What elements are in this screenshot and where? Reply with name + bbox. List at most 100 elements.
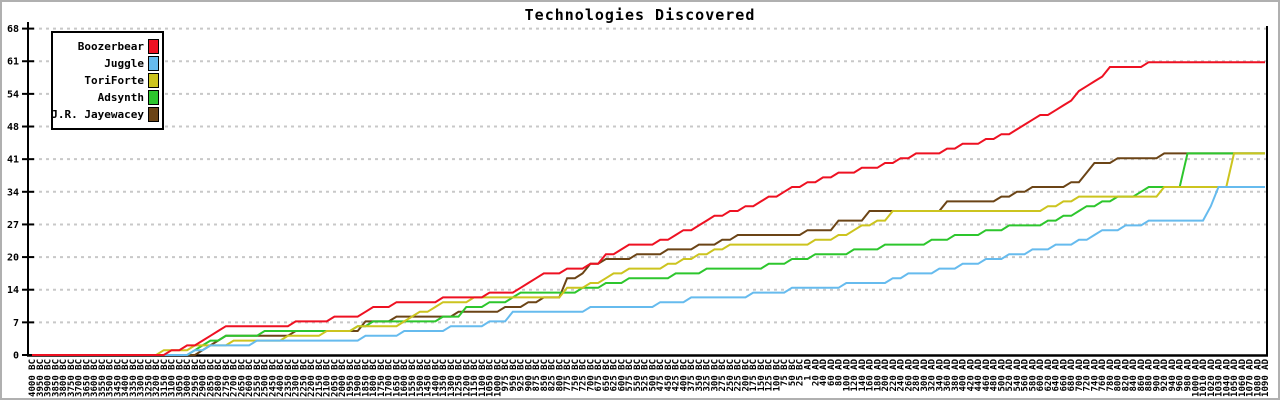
x-tick-label: 875 BC <box>532 359 542 392</box>
x-tick-label: 2500 BC <box>261 359 271 397</box>
x-tick-label: 540 AD <box>1013 358 1023 391</box>
x-tick-label: 2150 BC <box>315 359 325 397</box>
x-tick-label: 1850 BC <box>361 359 371 397</box>
x-tick-label: 650 BC <box>602 359 612 392</box>
x-tick-label: 420 AD <box>966 358 976 391</box>
x-tick-label: 1010 AD <box>1199 358 1209 397</box>
x-tick-label: 350 BC <box>695 359 705 392</box>
x-tick-label: 1900 BC <box>354 359 364 397</box>
x-tick-label: 475 BC <box>656 359 666 392</box>
x-tick-label: 325 BC <box>703 359 713 392</box>
x-tick-label: 380 AD <box>951 358 961 391</box>
x-tick-label: 400 BC <box>679 359 689 392</box>
x-tick-label: 880 AD <box>1145 358 1155 391</box>
x-tick-label: 1030 AD <box>1215 358 1225 397</box>
x-tick-label: 1650 BC <box>392 359 402 397</box>
y-tick-label: 0 <box>13 351 19 362</box>
x-tick-label: 825 BC <box>548 359 558 392</box>
x-tick-label: 50 BC <box>788 359 798 386</box>
x-tick-label: 900 AD <box>1152 358 1162 391</box>
y-tick-label: 54 <box>7 89 19 100</box>
x-tick-label: 1050 AD <box>1230 358 1240 397</box>
x-tick-label: 3550 BC <box>98 359 108 397</box>
series-line-juggle <box>32 186 1265 356</box>
x-tick-label: 2750 BC <box>222 359 232 397</box>
x-tick-label: 520 AD <box>1005 358 1015 391</box>
x-tick-label: 3700 BC <box>75 359 85 397</box>
legend-color-swatch-juggle <box>148 56 159 71</box>
x-tick-label: 300 AD <box>920 358 930 391</box>
x-tick-label: 1500 BC <box>416 359 426 397</box>
x-tick-label: 1090 AD <box>1261 358 1271 397</box>
legend-label: Juggle <box>104 57 144 70</box>
x-tick-label: 400 AD <box>959 358 969 391</box>
x-tick-label: 2850 BC <box>206 359 216 397</box>
x-tick-label: 1000 AD <box>1191 358 1201 397</box>
legend-label: ToriForte <box>84 74 144 87</box>
x-tick-label: 340 AD <box>935 358 945 391</box>
x-tick-label: 1350 BC <box>439 359 449 397</box>
series-line-j-r-jayewacey <box>32 152 1265 356</box>
x-tick-label: 2200 BC <box>307 359 317 397</box>
series-line-boozerbear <box>32 61 1265 356</box>
x-tick-label: 550 BC <box>633 359 643 392</box>
y-tick-label: 27 <box>7 220 19 231</box>
y-tick-label: 68 <box>7 24 19 35</box>
series-line-adsynth <box>32 152 1265 356</box>
x-tick-label: 525 BC <box>641 359 651 392</box>
legend-label: J.R. Jayewacey <box>51 108 144 121</box>
y-tick-label: 48 <box>7 122 19 133</box>
x-tick-label: 940 AD <box>1168 358 1178 391</box>
legend-item-toriforte: ToriForte <box>56 72 159 89</box>
x-tick-label: 480 AD <box>990 358 1000 391</box>
x-tick-label: 1750 BC <box>377 359 387 397</box>
x-tick-label: 1000 BC <box>493 359 503 397</box>
y-tick-label: 14 <box>7 285 19 296</box>
x-tick-label: 4000 BC <box>28 359 38 397</box>
x-tick-label: 775 BC <box>563 359 573 392</box>
x-tick-label: 3050 BC <box>175 359 185 397</box>
x-tick-label: 1950 BC <box>346 359 356 397</box>
x-tick-label: 1550 BC <box>408 359 418 397</box>
x-tick-label: 300 BC <box>710 359 720 392</box>
x-tick-label: 1300 BC <box>447 359 457 397</box>
x-tick-label: 760 AD <box>1098 358 1108 391</box>
x-tick-label: 80 AD <box>835 358 845 386</box>
x-tick-label: 2950 BC <box>191 359 201 397</box>
x-tick-label: 150 BC <box>757 359 767 392</box>
x-tick-label: 560 AD <box>1021 358 1031 391</box>
x-tick-label: 800 BC <box>555 359 565 392</box>
x-tick-label: 600 BC <box>617 359 627 392</box>
x-tick-label: 100 AD <box>842 358 852 391</box>
x-tick-label: 1080 AD <box>1253 358 1263 397</box>
x-tick-label: 960 AD <box>1176 358 1186 391</box>
x-tick-label: 725 BC <box>579 359 589 392</box>
x-tick-label: 40 AD <box>819 358 829 386</box>
x-tick-label: 2550 BC <box>253 359 263 397</box>
x-tick-label: 740 AD <box>1090 358 1100 391</box>
x-tick-label: 450 BC <box>664 359 674 392</box>
x-tick-label: 3850 BC <box>51 359 61 397</box>
x-tick-label: 425 BC <box>672 359 682 392</box>
x-tick-label: 750 BC <box>571 359 581 392</box>
x-tick-label: 125 BC <box>765 359 775 392</box>
x-tick-label: 1200 BC <box>462 359 472 397</box>
x-tick-label: 3500 BC <box>106 359 116 397</box>
x-tick-label: 225 BC <box>734 359 744 392</box>
x-tick-label: 3650 BC <box>82 359 92 397</box>
x-tick-label: 2050 BC <box>330 359 340 397</box>
x-tick-label: 3100 BC <box>168 359 178 397</box>
x-tick-label: 3600 BC <box>90 359 100 397</box>
x-tick-label: 20 AD <box>811 358 821 386</box>
x-tick-label: 1020 AD <box>1207 358 1217 397</box>
x-tick-label: 640 AD <box>1052 358 1062 391</box>
x-tick-label: 620 AD <box>1044 358 1054 391</box>
x-tick-label: 3450 BC <box>113 359 123 397</box>
x-tick-label: 1700 BC <box>385 359 395 397</box>
legend-item-boozerbear: Boozerbear <box>56 38 159 55</box>
x-tick-label: 840 AD <box>1129 358 1139 391</box>
x-tick-label: 860 AD <box>1137 358 1147 391</box>
x-tick-label: 1060 AD <box>1238 358 1248 397</box>
legend-color-swatch-adsynth <box>148 90 159 105</box>
